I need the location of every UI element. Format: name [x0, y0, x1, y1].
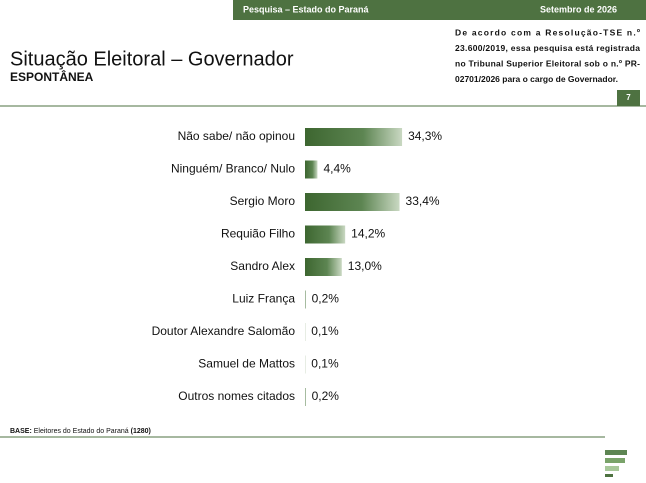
note: De acordo com a Resolução-TSE n.º 23.600/… — [455, 27, 640, 84]
category-label: Ninguém/ Branco/ Nulo — [171, 162, 295, 176]
note-line: 02701/2026 para o cargo de Governador. — [455, 74, 618, 84]
base-label: BASE: — [10, 428, 32, 435]
page-number-box — [617, 90, 640, 106]
value-label: 4,4% — [323, 162, 351, 176]
base-text: Eleitores do Estado do Paraná — [34, 428, 129, 435]
category-label: Não sabe/ não opinou — [178, 129, 295, 143]
header-survey: Pesquisa – Estado do Paraná — [243, 4, 370, 14]
bar — [305, 258, 342, 276]
value-label: 14,2% — [351, 227, 385, 241]
note-line: no Tribunal Superior Eleitoral sob o n.º… — [455, 58, 640, 68]
bar — [305, 160, 318, 179]
value-label: 0,1% — [311, 357, 339, 371]
category-label: Outros nomes citados — [178, 389, 295, 403]
value-label: 0,2% — [312, 389, 340, 403]
bar — [305, 388, 306, 406]
bar — [305, 193, 400, 211]
logo — [605, 450, 627, 477]
category-label: Sandro Alex — [230, 259, 295, 273]
header-bar — [233, 0, 646, 20]
bar — [305, 225, 346, 244]
page-number: 7 — [626, 93, 631, 102]
header-date: Setembro de 2026 — [540, 4, 617, 14]
value-label: 0,2% — [312, 292, 340, 306]
category-label: Requião Filho — [221, 227, 295, 241]
base-note: BASE: Eleitores do Estado do Paraná (128… — [10, 428, 151, 435]
category-label: Luiz França — [232, 292, 295, 306]
base-count: (1280) — [131, 428, 151, 435]
value-label: 0,1% — [311, 324, 339, 338]
category-label: Samuel de Mattos — [198, 357, 295, 371]
bar — [305, 290, 306, 309]
note-line: 23.600/2019, essa pesquisa está registra… — [455, 43, 640, 53]
category-label: Doutor Alexandre Salomão — [152, 324, 296, 338]
note-line: De acordo com a Resolução-TSE n.º — [455, 27, 640, 37]
value-label: 33,4% — [406, 194, 440, 208]
chart-title: Situação Eleitoral – Governador — [10, 48, 294, 70]
bar — [305, 128, 403, 146]
plot: Não sabe/ não opinou 34,3% Ninguém/ Branco… — [152, 128, 442, 406]
chart-subtitle: ESPONTÂNEA — [10, 69, 94, 84]
value-label: 13,0% — [348, 259, 382, 273]
category-label: Sergio Moro — [230, 194, 296, 208]
value-label: 34,3% — [408, 129, 442, 143]
